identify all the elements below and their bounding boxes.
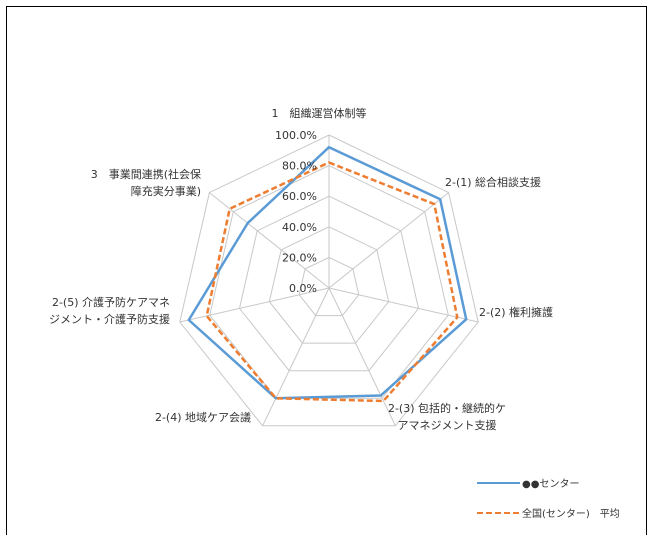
legend-label: 全国(センター) 平均	[522, 507, 620, 520]
grid-ring	[209, 165, 449, 399]
axis-label: 3 事業間連携(社会保障充実分事業)	[91, 167, 201, 198]
tick-label: 0.0%	[289, 282, 317, 295]
series-line	[205, 161, 459, 403]
axis-spoke	[328, 287, 396, 427]
radar-grid	[179, 134, 479, 427]
axis-label: 2-(1) 総合相談支援	[445, 175, 541, 189]
axis-label: 1 組織運営体制等	[272, 106, 367, 120]
radar-axis-labels: 1 組織運営体制等 2-(1) 総合相談支援 2-(2) 権利擁護 2-(3) 包括的…	[49, 106, 553, 432]
grid-ring	[179, 134, 479, 427]
chart-frame: 0.0% 20.0% 40.0% 60.0% 80.0% 100.0% 1 組織運営体制等…	[6, 6, 647, 535]
legend-label: ●●センター	[522, 478, 579, 490]
axis-label: 2-(3) 包括的・継続的ケアマネジメント支援	[388, 401, 506, 432]
radar-tick-labels: 0.0% 20.0% 40.0% 60.0% 80.0% 100.0%	[275, 129, 317, 295]
tick-label: 40.0%	[282, 221, 317, 234]
grid-ring	[238, 195, 420, 372]
tick-label: 100.0%	[275, 129, 317, 142]
tick-label: 60.0%	[282, 190, 317, 203]
axis-spoke	[328, 287, 479, 323]
axis-label: 2-(2) 権利擁護	[479, 305, 553, 319]
series-line	[187, 145, 468, 400]
tick-label: 20.0%	[282, 251, 317, 264]
radar-chart: 0.0% 20.0% 40.0% 60.0% 80.0% 100.0% 1 組織運営体制等…	[49, 106, 620, 520]
grid-ring	[298, 256, 360, 317]
radar-series	[187, 145, 468, 403]
axis-label: 2-(5) 介護予防ケアマネジメント・介護予防支援	[49, 295, 170, 326]
axis-spoke	[209, 192, 330, 289]
axis-spoke	[179, 287, 330, 323]
tick-label: 80.0%	[282, 160, 317, 173]
axis-label: 2-(4) 地域ケア会議	[155, 410, 251, 424]
axis-spoke	[328, 192, 449, 289]
axis-spoke	[262, 287, 330, 427]
grid-ring	[268, 226, 390, 344]
